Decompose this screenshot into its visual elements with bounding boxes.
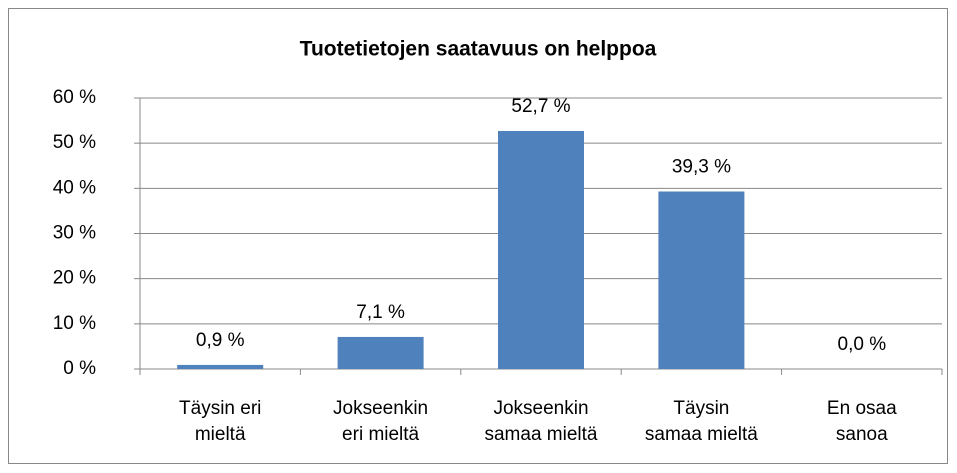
y-tick-label: 50 %: [53, 132, 96, 153]
y-tick-label: 30 %: [53, 223, 96, 244]
y-tick-label: 20 %: [53, 268, 96, 289]
y-tick-label: 0 %: [63, 358, 96, 379]
bar: [498, 130, 584, 369]
chart-title: Tuotetietojen saatavuus on helppoa: [300, 38, 657, 61]
y-tick-label: 40 %: [53, 177, 96, 198]
y-tick-label: 10 %: [53, 313, 96, 334]
bar: [177, 364, 264, 369]
bar: [658, 191, 745, 369]
data-label: 7,1 %: [356, 302, 405, 323]
x-tick-label: Täysin samaa mieltä: [644, 398, 758, 445]
x-tick-label: Jokseenkin samaa mieltä: [484, 398, 598, 445]
data-label: 0,0 %: [838, 334, 887, 355]
y-tick-label: 60 %: [53, 87, 96, 108]
data-label: 39,3 %: [672, 157, 731, 178]
data-label: 0,9 %: [196, 330, 245, 351]
bar: [337, 336, 424, 369]
data-label: 52,7 %: [511, 96, 570, 117]
x-tick-label: Täysin eri mieltä: [179, 398, 262, 445]
x-tick-label: Jokseenkin eri mieltä: [333, 398, 429, 445]
x-tick-label: En osaa sanoa: [826, 398, 897, 445]
chart-border: [8, 8, 948, 464]
